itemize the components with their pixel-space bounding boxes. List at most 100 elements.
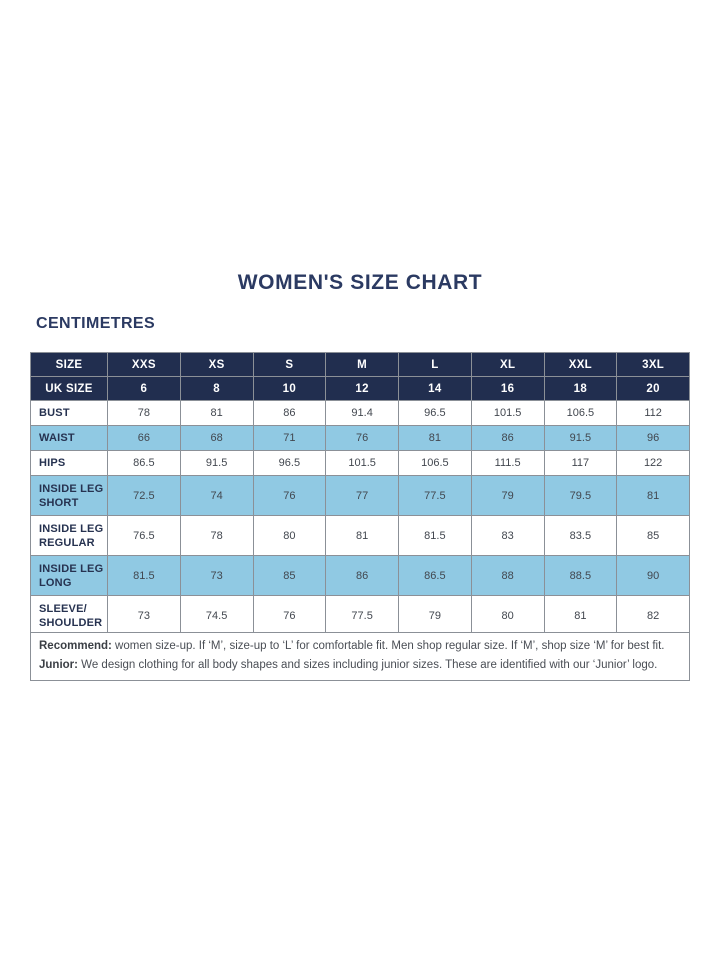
size-value-cell: 81: [179, 400, 254, 426]
header-value-cell: XXL: [543, 352, 618, 377]
header-value-cell: 6: [107, 376, 181, 401]
size-value-cell: 77: [325, 475, 399, 516]
header-value-cell: 10: [252, 376, 327, 401]
note-recommend: Recommend: women size-up. If ‘M’, size-u…: [39, 637, 681, 656]
size-table: SIZE XXS XS S M L XL XXL 3XL UK SIZE 6 8 10 12 14 16 18 2…: [30, 352, 690, 636]
page-title: WOMEN'S SIZE CHART: [237, 271, 483, 294]
table-row: INSIDE LEG REGULAR 76.5 78 80 81 81.5 83 83.5 85: [30, 515, 690, 556]
size-value-cell: 77.5: [398, 475, 472, 516]
size-value-cell: 86: [252, 400, 327, 426]
size-value-cell: 83: [470, 515, 545, 556]
header-row-uk-size: UK SIZE 6 8 10 12 14 16 18 20: [30, 376, 690, 401]
row-label-cell: SLEEVE/SHOULDER: [30, 595, 108, 636]
units-subtitle: CENTIMETRES: [36, 315, 156, 332]
size-value-cell: 86.5: [398, 555, 472, 596]
size-value-cell: 122: [616, 450, 690, 476]
size-value-cell: 74.5: [179, 595, 254, 636]
size-value-cell: 71: [252, 425, 327, 451]
size-value-cell: 72.5: [107, 475, 181, 516]
size-value-cell: 73: [179, 555, 254, 596]
size-value-cell: 82: [616, 595, 690, 636]
note-junior: Junior: We design clothing for all body …: [39, 656, 681, 675]
size-value-cell: 88: [470, 555, 545, 596]
size-value-cell: 96.5: [398, 400, 472, 426]
row-label-cell: BUST: [30, 400, 108, 426]
size-value-cell: 88.5: [543, 555, 618, 596]
header-value-cell: 3XL: [616, 352, 690, 377]
size-value-cell: 80: [470, 595, 545, 636]
header-value-cell: XXS: [107, 352, 181, 377]
size-value-cell: 78: [179, 515, 254, 556]
header-value-cell: 16: [470, 376, 545, 401]
size-value-cell: 117: [543, 450, 618, 476]
size-value-cell: 77.5: [325, 595, 399, 636]
size-value-cell: 96.5: [252, 450, 327, 476]
size-value-cell: 78: [107, 400, 181, 426]
header-value-cell: XL: [470, 352, 545, 377]
header-value-cell: M: [325, 352, 399, 377]
note-junior-label: Junior:: [39, 659, 78, 671]
size-value-cell: 79.5: [543, 475, 618, 516]
size-value-cell: 91.4: [325, 400, 399, 426]
size-value-cell: 112: [616, 400, 690, 426]
size-value-cell: 86: [470, 425, 545, 451]
size-value-cell: 106.5: [543, 400, 618, 426]
size-value-cell: 91.5: [179, 450, 254, 476]
note-recommend-label: Recommend:: [39, 640, 112, 652]
header-value-cell: L: [398, 352, 472, 377]
size-value-cell: 101.5: [325, 450, 399, 476]
table-row: BUST 78 81 86 91.4 96.5 101.5 106.5 112: [30, 400, 690, 426]
size-value-cell: 81: [543, 595, 618, 636]
table-row: WAIST 66 68 71 76 81 86 91.5 96: [30, 425, 690, 451]
size-value-cell: 106.5: [398, 450, 472, 476]
size-value-cell: 91.5: [543, 425, 618, 451]
header-value-cell: 14: [398, 376, 472, 401]
size-table-head: SIZE XXS XS S M L XL XXL 3XL UK SIZE 6 8 10 12 14 16 18 2…: [30, 352, 690, 401]
size-value-cell: 79: [470, 475, 545, 516]
size-value-cell: 111.5: [470, 450, 545, 476]
note-junior-text: We design clothing for all body shapes a…: [77, 659, 658, 671]
header-value-cell: XS: [179, 352, 254, 377]
row-label-cell: INSIDE LEG LONG: [30, 555, 108, 596]
size-value-cell: 81: [398, 425, 472, 451]
size-value-cell: 81: [616, 475, 690, 516]
size-value-cell: 76: [325, 425, 399, 451]
size-value-cell: 68: [179, 425, 254, 451]
size-value-cell: 73: [107, 595, 181, 636]
size-value-cell: 76: [252, 595, 327, 636]
table-row: INSIDE LEG SHORT 72.5 74 76 77 77.5 79 79.5 81: [30, 475, 690, 516]
row-label-cell: WAIST: [30, 425, 108, 451]
header-value-cell: 8: [179, 376, 254, 401]
notes-box: Recommend: women size-up. If ‘M’, size-u…: [30, 632, 690, 681]
header-value-cell: 12: [325, 376, 399, 401]
size-value-cell: 85: [252, 555, 327, 596]
size-value-cell: 81.5: [398, 515, 472, 556]
table-row: HIPS 86.5 91.5 96.5 101.5 106.5 111.5 117 122: [30, 450, 690, 476]
size-value-cell: 81: [325, 515, 399, 556]
size-value-cell: 83.5: [543, 515, 618, 556]
size-value-cell: 85: [616, 515, 690, 556]
size-value-cell: 90: [616, 555, 690, 596]
size-value-cell: 86: [325, 555, 399, 596]
size-value-cell: 86.5: [107, 450, 181, 476]
row-label-cell: INSIDE LEG SHORT: [30, 475, 108, 516]
size-table-body: BUST 78 81 86 91.4 96.5 101.5 106.5 112 WAIST 66 68…: [30, 400, 690, 636]
size-value-cell: 79: [398, 595, 472, 636]
size-value-cell: 76: [252, 475, 327, 516]
row-label-cell: HIPS: [30, 450, 108, 476]
size-value-cell: 101.5: [470, 400, 545, 426]
size-value-cell: 76.5: [107, 515, 181, 556]
size-value-cell: 80: [252, 515, 327, 556]
row-label-cell: INSIDE LEG REGULAR: [30, 515, 108, 556]
size-value-cell: 96: [616, 425, 690, 451]
table-row: INSIDE LEG LONG 81.5 73 85 86 86.5 88 88.5 90: [30, 555, 690, 596]
header-value-cell: 20: [616, 376, 690, 401]
size-value-cell: 81.5: [107, 555, 181, 596]
header-value-cell: 18: [543, 376, 618, 401]
note-recommend-text: women size-up. If ‘M’, size-up to ‘L’ fo…: [111, 640, 665, 652]
table-row: SLEEVE/SHOULDER 73 74.5 76 77.5 79 80 81 82: [30, 595, 690, 636]
header-row-size: SIZE XXS XS S M L XL XXL 3XL: [30, 352, 690, 377]
size-value-cell: 74: [179, 475, 254, 516]
size-value-cell: 66: [107, 425, 181, 451]
